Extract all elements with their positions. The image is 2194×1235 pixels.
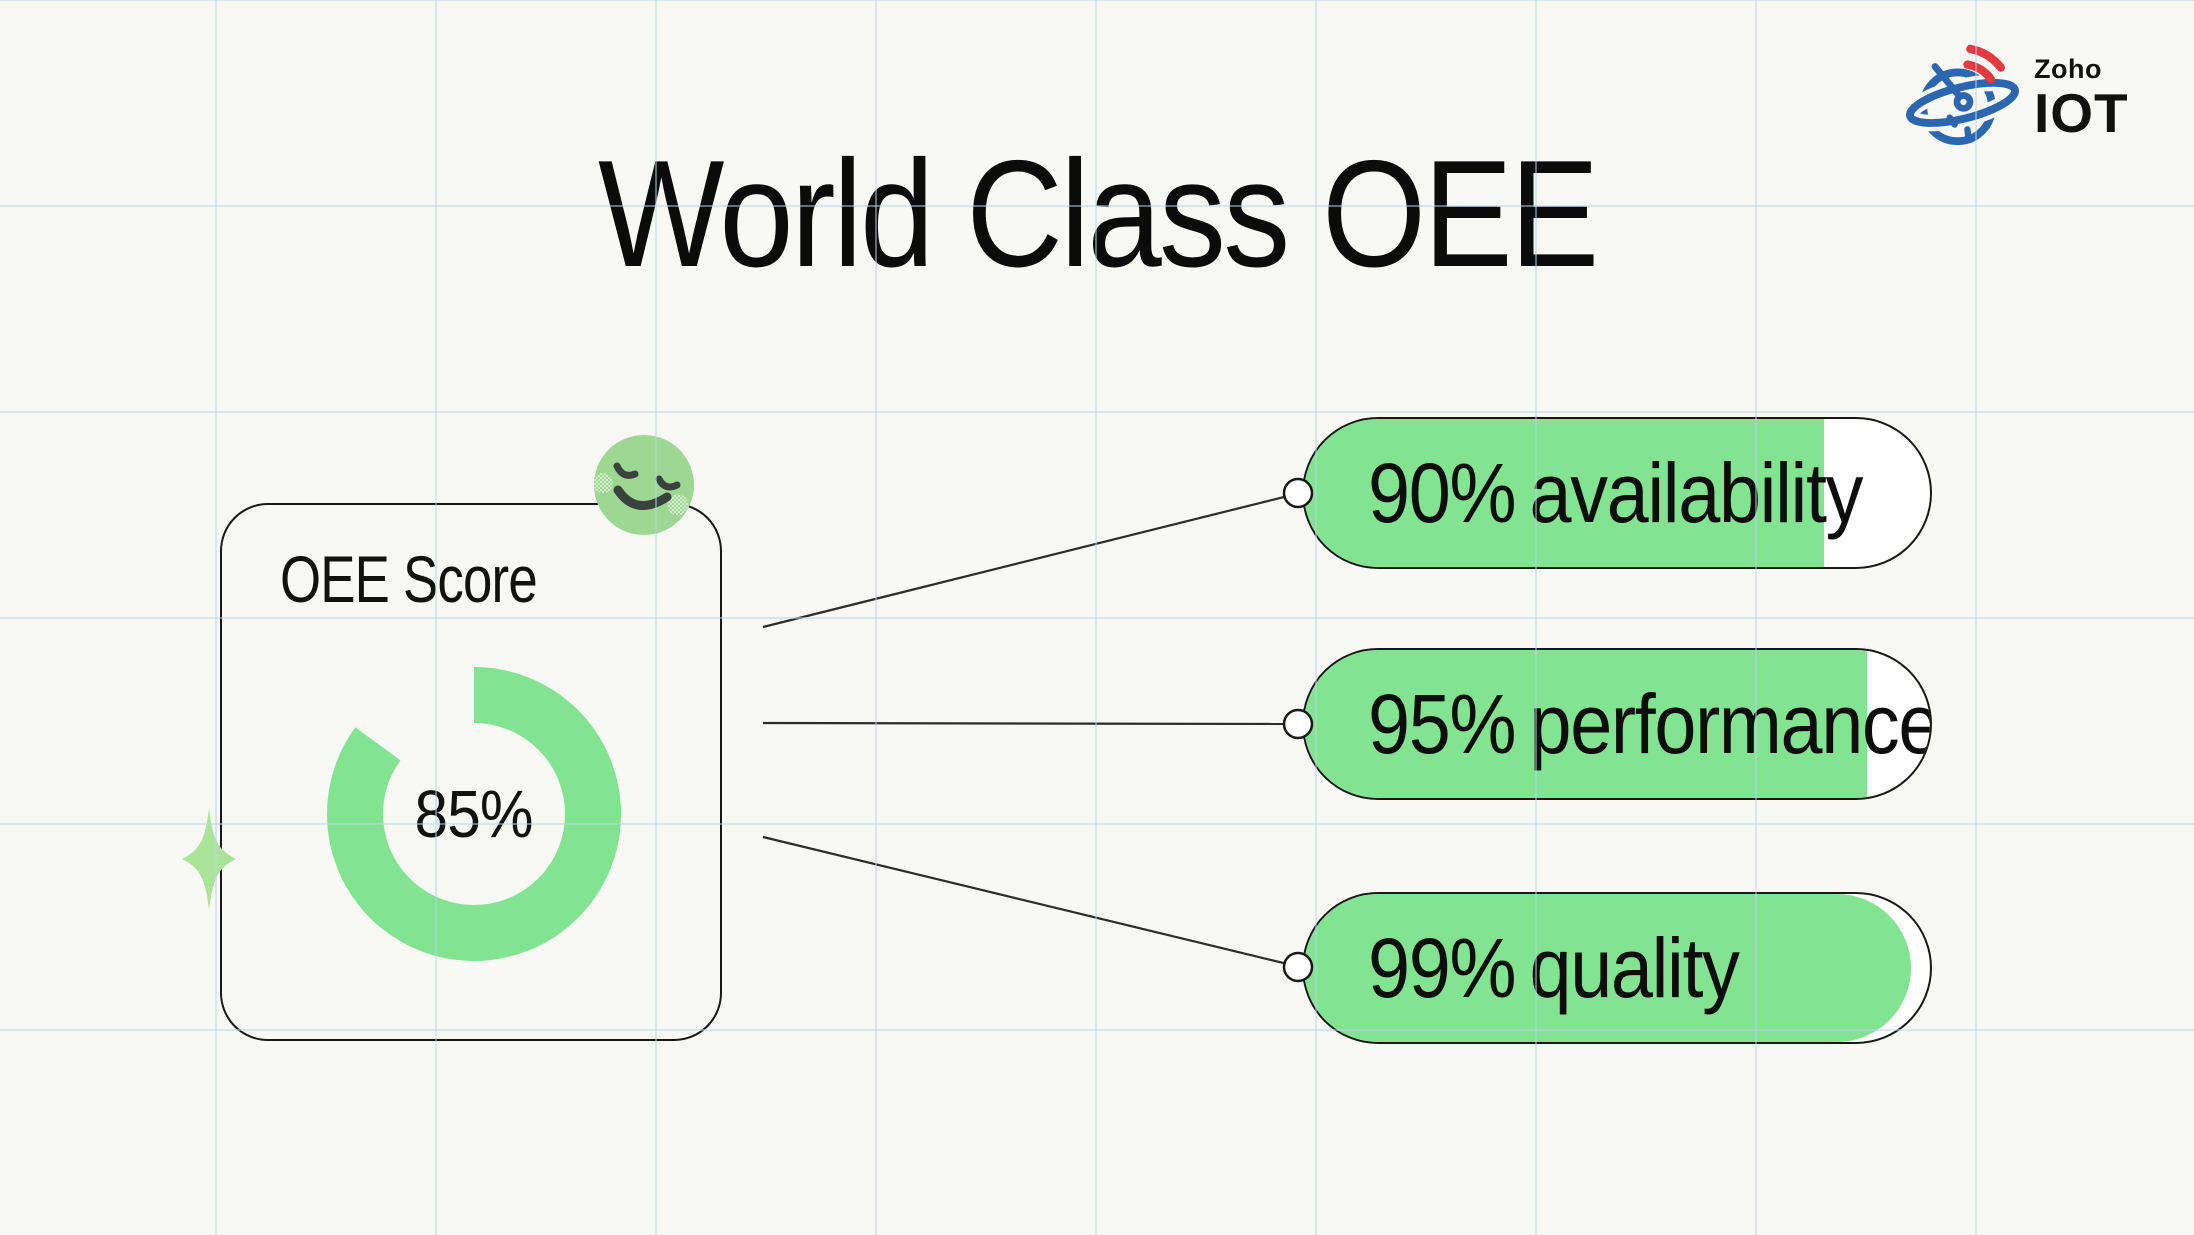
logo-text: Zoho IOT [2034,53,2129,144]
metric-pill-performance: 95% performance [1302,648,1932,800]
connector-line-quality [762,835,1297,968]
metric-pill-quality: 99% quality [1302,892,1932,1044]
oee-score-card: OEE Score 85% [220,503,722,1041]
metric-label-performance: 95% performance [1368,676,1932,771]
metric-pill-availability: 90% availability [1302,417,1932,569]
smiley-face-icon [594,435,694,535]
donut-score-label: 85% [414,776,534,852]
metric-label-quality: 99% quality [1368,920,1740,1015]
page-title: World Class OEE [597,129,1599,299]
metric-label-availability: 90% availability [1368,445,1863,540]
logo-brand: Zoho [2034,53,2102,84]
zoho-iot-logo: Zoho IOT [1906,44,2129,152]
card-title: OEE Score [280,542,538,616]
connector-line-availability [762,492,1297,629]
satellite-planet-icon [1906,44,2020,146]
logo-product: IOT [2034,81,2129,144]
sparkle-icon [182,808,236,910]
connector-line-performance [762,721,1297,726]
